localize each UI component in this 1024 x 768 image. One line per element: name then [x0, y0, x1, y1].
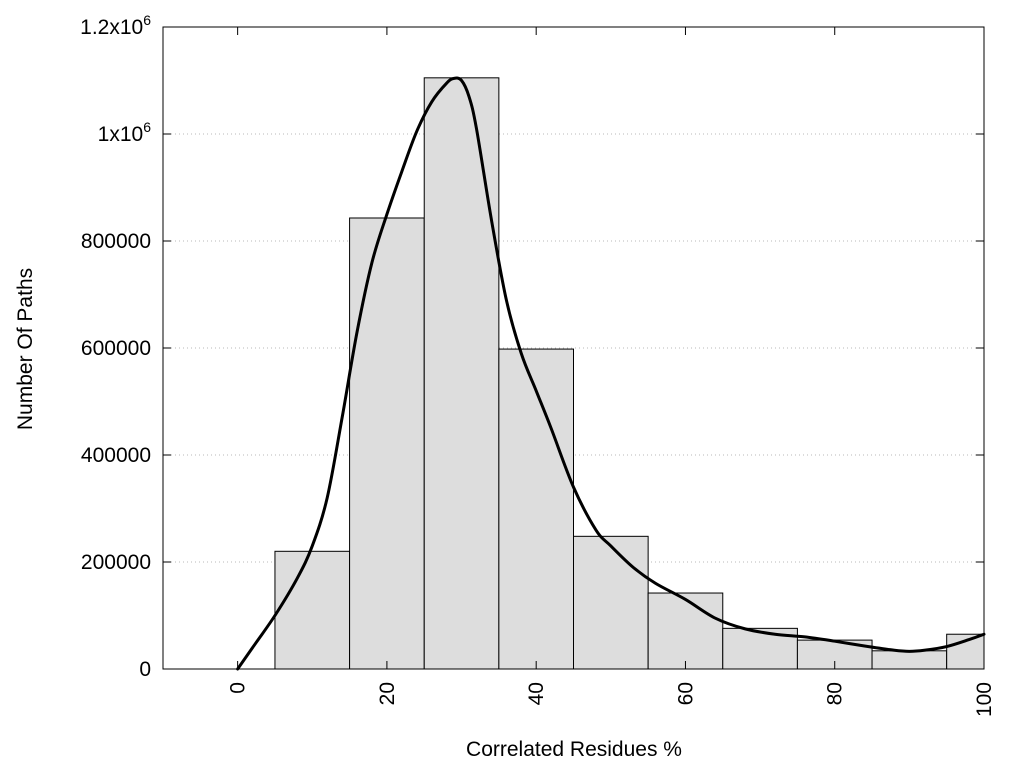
- density-curve: [236, 76, 986, 671]
- y-tick-label: 200000: [81, 551, 151, 574]
- histogram-bar: [423, 77, 500, 670]
- x-tick-label: 40: [525, 682, 548, 705]
- x-tick-label: 100: [973, 682, 996, 717]
- x-axis-title: Correlated Residues %: [466, 738, 682, 761]
- histogram-bar: [274, 550, 351, 670]
- y-tick-label: 1x106: [98, 119, 152, 146]
- histogram-bar: [349, 217, 425, 670]
- y-tick-label: 1.2x106: [80, 12, 151, 39]
- labels-layer: 0 200000 400000 600000 800000 1x106 1.2x106 0 20…: [80, 12, 996, 717]
- y-tick-label: 400000: [81, 444, 151, 467]
- bars-layer: [274, 77, 985, 670]
- y-tick-label: 800000: [81, 230, 151, 253]
- y-tick-label: 600000: [81, 337, 151, 360]
- histogram-bar: [871, 650, 948, 670]
- ticks-layer: [163, 26, 985, 670]
- y-tick-label: 0: [139, 658, 151, 681]
- x-tick-label: 0: [227, 682, 250, 694]
- x-tick-label: 60: [674, 682, 697, 705]
- curve-layer: [236, 76, 986, 671]
- x-tick-label: 80: [824, 682, 847, 705]
- histogram-bar: [647, 592, 724, 670]
- y-axis-title: Number Of Paths: [14, 268, 37, 430]
- x-tick-label: 20: [376, 682, 399, 705]
- histogram-bar: [498, 348, 575, 670]
- histogram-bar: [573, 535, 649, 670]
